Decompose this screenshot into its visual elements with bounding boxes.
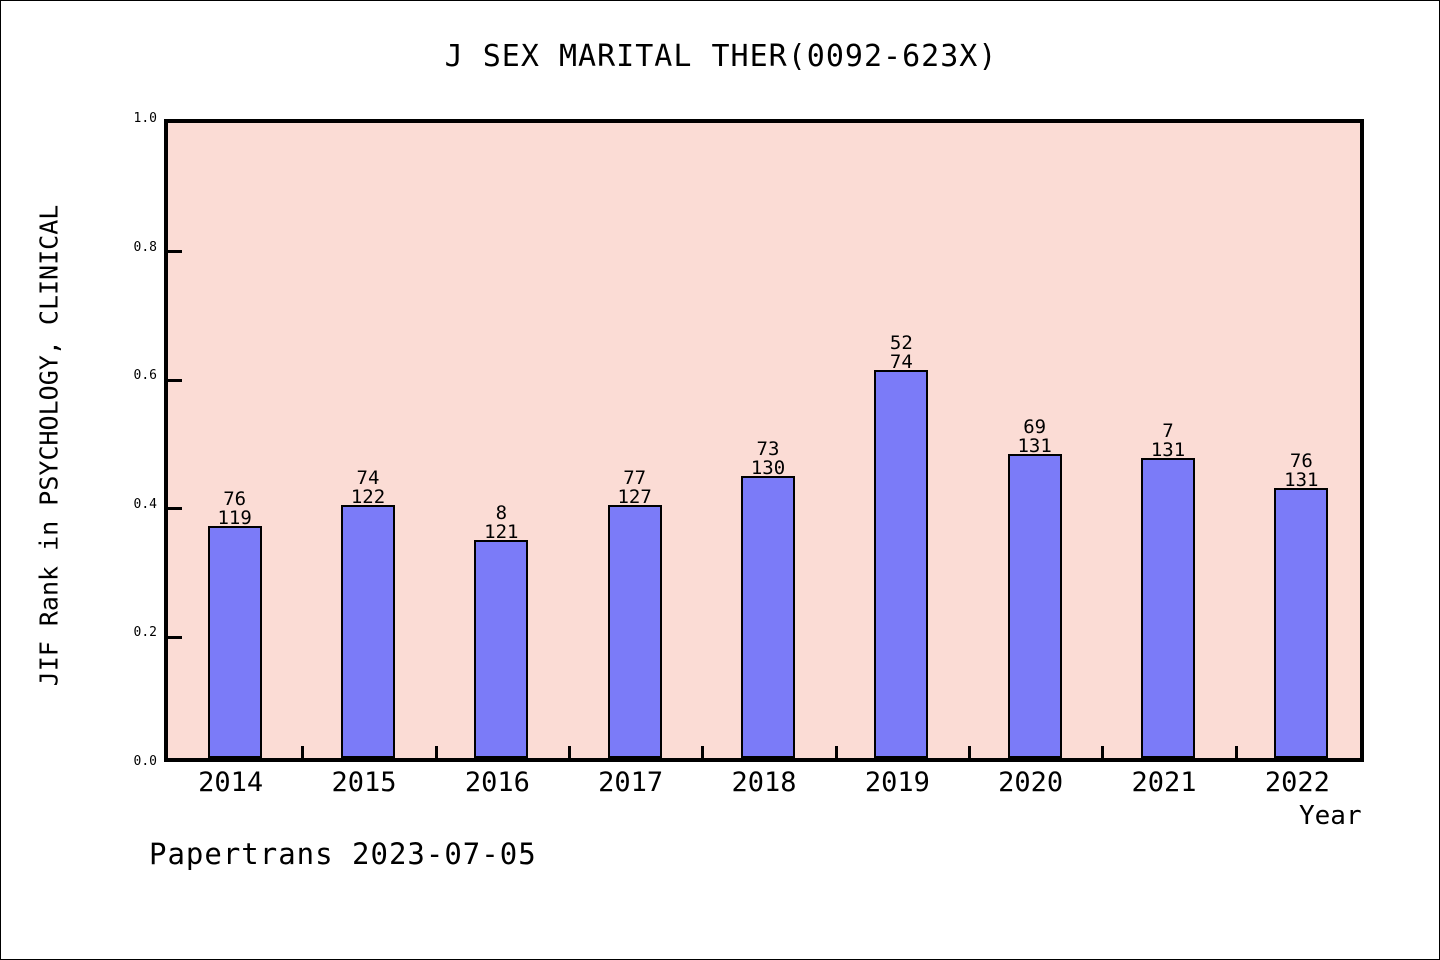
x-tick-label: 2016	[464, 767, 530, 798]
y-tick-label: 0.8	[133, 239, 157, 255]
bar-value-label: 69 131	[975, 415, 1095, 457]
plot-inner: 76 119 74 122 8 121 77 127 73 130 52 74 69 131 7 131 76 1…	[168, 123, 1360, 758]
bar-total-value: 131	[1150, 439, 1186, 462]
x-tick-label: 2021	[1131, 767, 1197, 798]
x-tick-mark	[1234, 746, 1238, 758]
x-tick-mark	[434, 746, 438, 758]
bar-rank-value: 76	[1289, 449, 1313, 472]
x-tick-label: 2014	[198, 767, 264, 798]
bar-value-label: 7 131	[1108, 422, 1228, 460]
bar-rank-value: 52	[889, 331, 913, 354]
bar-rank-value: 8	[495, 502, 508, 525]
x-tick-mark	[568, 746, 571, 758]
y-tick-label: 0.6	[133, 368, 157, 384]
bar-total-value: 131	[1284, 468, 1319, 491]
bar-total-value: 119	[217, 506, 252, 529]
y-tick-mark	[168, 378, 182, 382]
bar-rank-value: 7	[1162, 420, 1174, 443]
bar[interactable]	[1274, 487, 1329, 758]
bar[interactable]	[1141, 458, 1195, 758]
bar[interactable]	[1007, 453, 1062, 758]
x-tick-mark	[968, 746, 971, 758]
y-tick-mark	[168, 507, 182, 511]
y-axis-title: JIF Rank in PSYCHOLOGY, CLINICAL	[34, 204, 64, 687]
bar-value-label: 76 119	[175, 487, 295, 529]
y-tick-label: 0.0	[133, 754, 157, 769]
bar-value-label: 74 122	[308, 469, 428, 507]
bar-value-label: 73 130	[708, 437, 828, 479]
bar-rank-value: 69	[1023, 415, 1047, 438]
bar-total-value: 127	[617, 485, 652, 508]
footer-note: Papertrans 2023-07-05	[149, 837, 537, 871]
x-tick-label: 2018	[731, 767, 797, 798]
y-tick-mark	[168, 250, 182, 254]
plot-area: 76 119 74 122 8 121 77 127 73 130 52 74 69 131 7 131 76 1…	[164, 119, 1364, 762]
x-tick-label: 2020	[998, 767, 1064, 798]
y-tick-mark	[168, 635, 182, 639]
x-tick-label: 2022	[1264, 767, 1330, 798]
bar-total-value: 74	[889, 350, 913, 373]
bar-value-label: 8 121	[441, 504, 561, 542]
bar[interactable]	[207, 525, 262, 758]
x-tick-label: 2019	[864, 767, 930, 798]
y-tick-label: 1.0	[133, 111, 157, 126]
bar[interactable]	[341, 505, 395, 758]
x-tick-mark	[1101, 746, 1105, 758]
bar-value-label: 76 131	[1241, 449, 1361, 491]
bar-rank-value: 74	[356, 467, 380, 490]
bar-total-value: 121	[484, 521, 519, 544]
x-tick-mark	[834, 746, 838, 758]
x-tick-mark	[301, 746, 305, 758]
x-tick-mark	[701, 746, 705, 758]
chart-title: J SEX MARITAL THER(0092-623X)	[444, 39, 998, 74]
bar-total-value: 131	[1017, 434, 1052, 457]
y-axis: JIF Rank in PSYCHOLOGY, CLINICAL 0.0 0.2 0…	[1, 1, 164, 959]
bar-rank-value: 73	[756, 437, 780, 460]
y-tick-label: 0.2	[133, 625, 157, 641]
bar[interactable]	[874, 369, 929, 758]
x-tick-label: 2015	[331, 767, 397, 798]
bar-rank-value: 77	[623, 466, 647, 489]
bar[interactable]	[741, 475, 795, 758]
bar-value-label: 77 127	[575, 466, 695, 508]
bar-total-value: 130	[750, 456, 786, 479]
y-tick-label: 0.4	[133, 496, 157, 512]
x-axis-title: Year	[1299, 801, 1362, 831]
bar-total-value: 122	[350, 486, 386, 509]
bar[interactable]	[474, 540, 529, 758]
x-tick-label: 2017	[598, 767, 664, 798]
bar-rank-value: 76	[223, 487, 247, 510]
bar-value-label: 52 74	[841, 331, 961, 373]
bar[interactable]	[607, 504, 662, 758]
